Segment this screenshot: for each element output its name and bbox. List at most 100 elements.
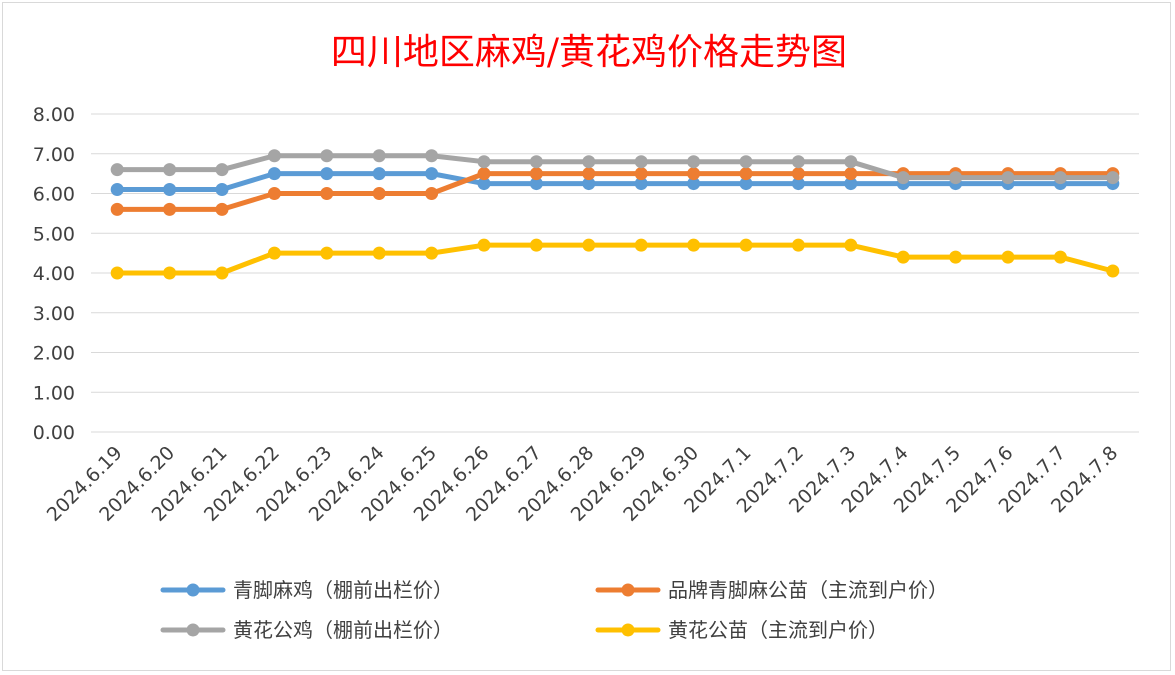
legend-item: 黄花公苗（主流到户价） <box>595 618 888 642</box>
data-point <box>844 167 858 181</box>
data-point <box>582 238 596 252</box>
data-point <box>687 167 701 181</box>
series-2 <box>110 149 1120 185</box>
y-tick-label: 1.00 <box>33 382 75 404</box>
data-point <box>110 266 124 280</box>
data-point <box>1001 250 1015 264</box>
y-tick-label: 7.00 <box>33 144 75 166</box>
data-point <box>163 202 177 216</box>
data-point <box>634 167 648 181</box>
data-point <box>844 177 858 191</box>
y-tick-label: 3.00 <box>33 303 75 325</box>
data-point <box>1106 264 1120 278</box>
chart-title: 四川地区麻鸡/黄花鸡价格走势图 <box>331 32 847 73</box>
data-point <box>582 155 596 169</box>
data-point <box>582 177 596 191</box>
data-point <box>372 149 386 163</box>
data-point <box>582 167 596 181</box>
data-point <box>320 187 334 200</box>
legend-item: 黄花公鸡（棚前出栏价） <box>160 618 453 642</box>
data-point <box>529 177 543 191</box>
data-point <box>267 187 281 200</box>
data-point <box>163 266 177 280</box>
data-point <box>477 155 491 169</box>
line-chart: 四川地区麻鸡/黄花鸡价格走势图 0.00 1.00 2.00 3.00 4.00 5.00… <box>33 32 1139 642</box>
data-point <box>163 183 177 197</box>
data-point <box>477 167 491 181</box>
data-point <box>634 238 648 252</box>
data-point <box>215 183 229 197</box>
data-point <box>267 167 281 181</box>
legend-swatch-marker <box>621 623 635 637</box>
legend-label: 黄花公苗（主流到户价） <box>668 618 888 642</box>
data-point <box>844 155 858 169</box>
data-point <box>320 149 334 163</box>
data-point <box>163 163 177 177</box>
data-point <box>1053 171 1067 185</box>
data-point <box>896 171 910 185</box>
legend-label: 青脚麻鸡（棚前出栏价） <box>233 578 453 602</box>
data-point <box>215 202 229 216</box>
legend: 青脚麻鸡（棚前出栏价） 品牌青脚麻公苗（主流到户价） 黄花公鸡（棚前出栏价） 黄花公苗… <box>160 578 948 642</box>
data-point <box>844 238 858 252</box>
data-point <box>267 149 281 163</box>
data-point <box>949 171 963 185</box>
y-tick-label: 4.00 <box>33 263 75 285</box>
data-point <box>372 246 386 260</box>
data-point <box>634 177 648 191</box>
gridlines <box>91 113 1139 433</box>
series-line <box>114 242 1116 276</box>
y-tick-label: 0.00 <box>33 422 75 444</box>
data-point <box>372 187 386 200</box>
data-point <box>425 246 439 260</box>
data-point <box>320 167 334 181</box>
legend-label: 品牌青脚麻公苗（主流到户价） <box>668 578 948 602</box>
data-point <box>687 177 701 191</box>
data-point <box>949 250 963 264</box>
series-lines <box>110 149 1120 280</box>
legend-swatch-marker <box>186 583 200 597</box>
data-point <box>215 266 229 280</box>
data-point <box>425 149 439 163</box>
data-point <box>1053 250 1067 264</box>
data-point <box>215 163 229 177</box>
data-point <box>372 167 386 181</box>
data-point <box>896 250 910 264</box>
data-point <box>634 155 648 169</box>
series-0 <box>110 167 1120 197</box>
data-point <box>267 246 281 260</box>
data-point <box>477 238 491 252</box>
data-point <box>529 155 543 169</box>
data-point <box>1106 171 1120 185</box>
data-point <box>791 155 805 169</box>
data-point <box>1001 171 1015 185</box>
series-1 <box>110 167 1120 216</box>
data-point <box>739 155 753 169</box>
y-axis-ticks: 0.00 1.00 2.00 3.00 4.00 5.00 6.00 7.00 8.00 <box>33 104 75 444</box>
y-tick-label: 8.00 <box>33 104 75 126</box>
data-point <box>425 187 439 200</box>
y-tick-label: 2.00 <box>33 343 75 365</box>
legend-item: 品牌青脚麻公苗（主流到户价） <box>595 578 948 602</box>
data-point <box>791 238 805 252</box>
legend-swatch-marker <box>186 623 200 637</box>
y-tick-label: 5.00 <box>33 223 75 245</box>
data-point <box>687 238 701 252</box>
series-line <box>114 153 1116 181</box>
x-axis-ticks: 2024.6.192024.6.202024.6.212024.6.222024… <box>43 442 1123 526</box>
series-line <box>114 171 1116 193</box>
series-line <box>114 171 1116 212</box>
legend-swatch-marker <box>621 583 635 597</box>
data-point <box>687 155 701 169</box>
series-3 <box>110 238 1120 280</box>
legend-item: 青脚麻鸡（棚前出栏价） <box>160 578 453 602</box>
data-point <box>110 202 124 216</box>
data-point <box>739 167 753 181</box>
data-point <box>739 177 753 191</box>
y-tick-label: 6.00 <box>33 184 75 206</box>
data-point <box>320 246 334 260</box>
data-point <box>110 183 124 197</box>
data-point <box>425 167 439 181</box>
data-point <box>739 238 753 252</box>
